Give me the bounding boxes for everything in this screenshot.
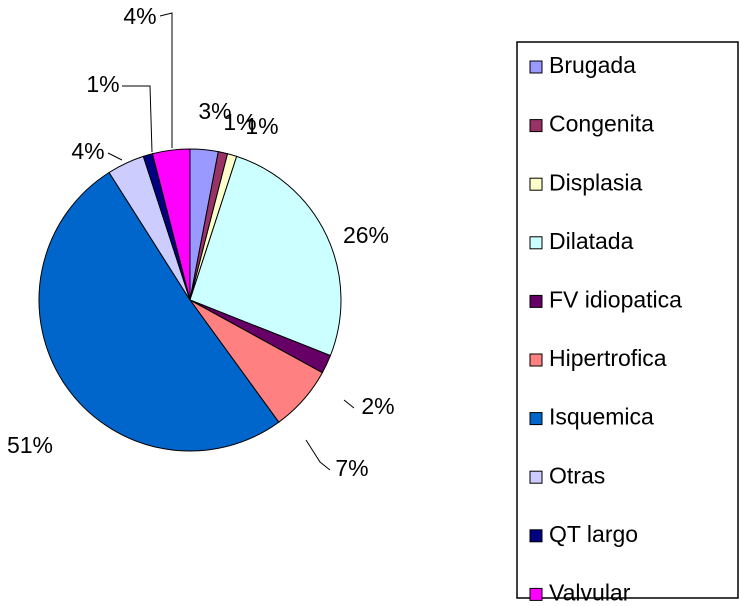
legend-label: Otras: [549, 462, 605, 488]
pie-slice: [151, 148, 191, 301]
data-label: 1%: [223, 109, 256, 135]
legend-swatch: [529, 294, 543, 308]
legend-label: Hipertrofica: [549, 345, 667, 371]
legend-swatch: [529, 470, 543, 484]
legend-label: Displasia: [549, 169, 643, 195]
legend-swatch: [529, 587, 543, 601]
pie-slice: [189, 155, 342, 357]
data-label: 3%: [198, 98, 231, 124]
data-label: 51%: [7, 432, 53, 458]
legend-label: FV idiopatica: [549, 286, 682, 312]
data-label: 4%: [71, 138, 104, 164]
legend-box: [516, 41, 739, 599]
leader-line: [343, 399, 355, 409]
data-label: 2%: [361, 393, 394, 419]
data-label: 4%: [123, 3, 156, 29]
legend-swatch: [529, 353, 543, 367]
legend-swatch: [529, 412, 543, 426]
leader-line: [159, 12, 173, 148]
legend-label: Congenita: [549, 111, 654, 137]
data-label: 1%: [245, 113, 278, 139]
legend-swatch: [529, 119, 543, 133]
data-label: 26%: [343, 222, 389, 248]
legend-label: Brugada: [549, 52, 636, 78]
legend-label: Dilatada: [549, 228, 634, 254]
leader-line: [107, 152, 123, 161]
legend-label: Isquemica: [549, 404, 654, 430]
legend-swatch: [529, 60, 543, 74]
legend-swatch: [529, 177, 543, 191]
legend-swatch: [529, 236, 543, 250]
data-label: 7%: [335, 455, 368, 481]
data-label: 1%: [86, 71, 119, 97]
legend-swatch: [529, 529, 543, 543]
pie-slice: [38, 171, 280, 452]
legend-label: Valvular: [549, 579, 631, 605]
legend-label: QT largo: [549, 521, 638, 547]
leader-line: [122, 85, 153, 153]
leader-line: [305, 439, 331, 471]
